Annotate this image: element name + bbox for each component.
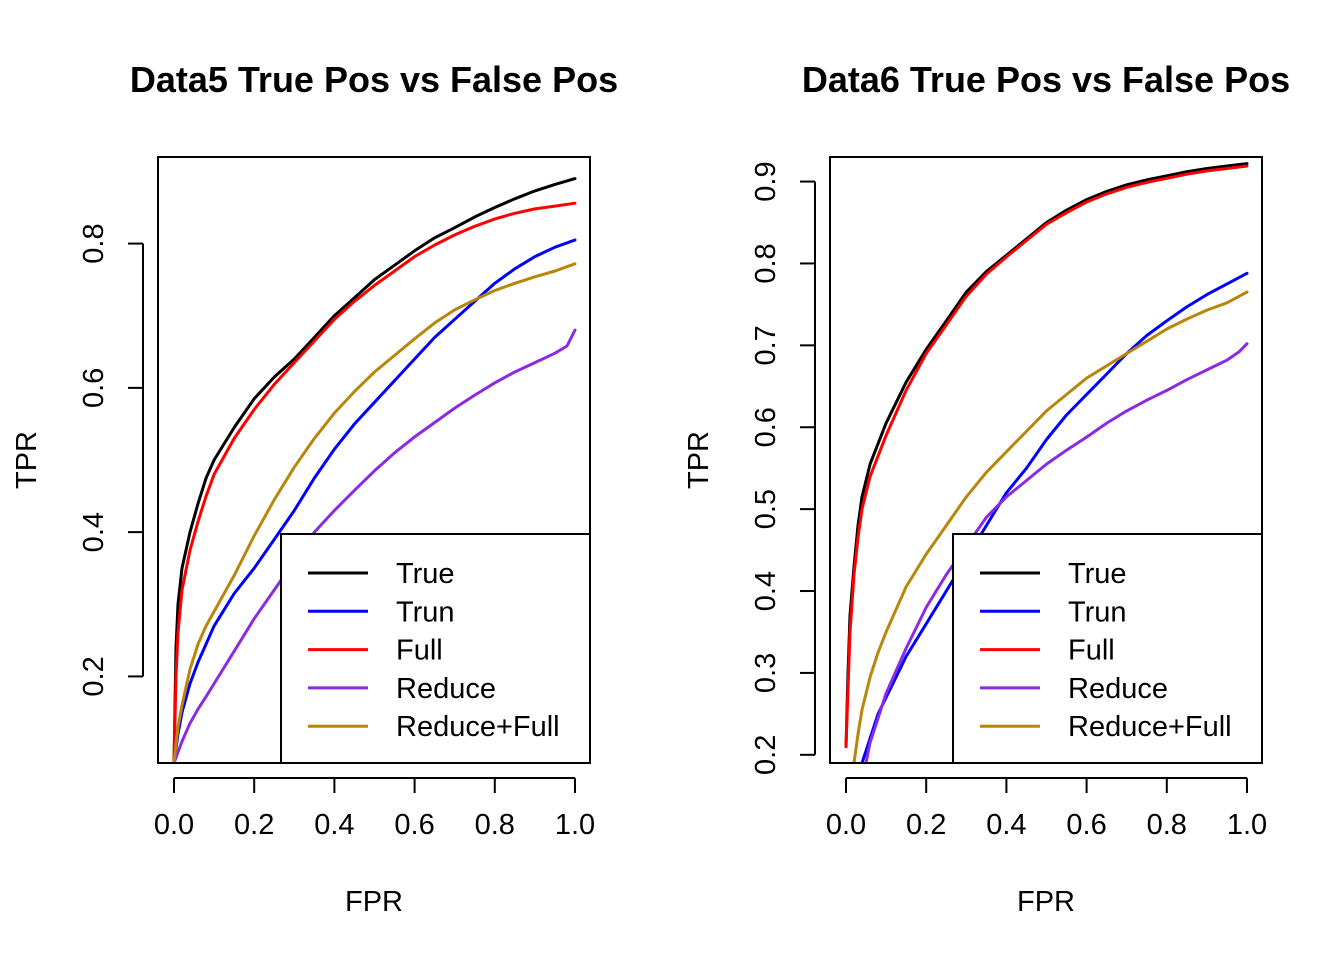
series-line-reduce [864,342,1249,763]
legend-label-full: Full [1068,635,1115,667]
x-axis-label: FPR [345,886,403,918]
x-tick-label: 0.6 [394,809,434,841]
y-tick-label: 0.3 [750,653,782,693]
series-lines [844,162,1249,763]
x-axis: 0.0 0.2 0.4 0.6 0.8 1.0 [826,777,1267,841]
y-tick-label: 0.2 [78,656,110,696]
legend-label-true: True [396,558,455,590]
legend-label-trun: Trun [1068,596,1127,628]
x-tick-label: 1.0 [1227,809,1267,841]
legend-label-reduce-plus-full: Reduce+Full [396,711,560,743]
series-line-trun [860,271,1249,763]
y-tick-label: 0.8 [750,243,782,283]
x-tick-label: 0.2 [234,809,274,841]
chart-panel-data6: Data6 True Pos vs False Pos True Trun Full R… [683,59,1290,918]
y-axis: 0.2 0.4 0.6 0.8 [78,223,144,697]
y-tick-label: 0.5 [750,489,782,529]
series-lines [172,177,577,763]
y-tick-label: 0.7 [750,325,782,365]
plot-frame [157,156,591,764]
y-tick-label: 0.6 [78,368,110,408]
series-line-full [844,164,1249,749]
y-axis-label: TPR [683,431,715,489]
legend-label-trun: Trun [396,596,455,628]
y-tick-label: 0.8 [78,223,110,263]
x-axis-label: FPR [1017,886,1075,918]
x-tick-label: 0.0 [154,809,194,841]
x-axis: 0.0 0.2 0.4 0.6 0.8 1.0 [154,777,595,841]
plot-frame [829,156,1263,764]
y-axis: 0.2 0.3 0.4 0.5 0.6 0.7 0.8 0.9 [750,161,816,775]
x-tick-label: 0.2 [906,809,946,841]
x-tick-label: 0.8 [1147,809,1187,841]
legend-label-reduce: Reduce [396,673,496,705]
legend: True Trun Full Reduce Reduce+Full [952,533,1263,764]
legend-label-full: Full [396,635,443,667]
series-line-reduce-plus-full [852,290,1249,763]
x-tick-label: 1.0 [555,809,595,841]
x-tick-label: 0.4 [986,809,1026,841]
series-line-true [844,162,1249,749]
y-tick-label: 0.9 [750,161,782,201]
legend-label-reduce-plus-full: Reduce+Full [1068,711,1232,743]
series-line-trun [172,238,577,763]
x-tick-label: 0.0 [826,809,866,841]
series-line-true [172,177,577,763]
y-tick-label: 0.4 [750,571,782,611]
legend-label-reduce: Reduce [1068,673,1168,705]
y-tick-label: 0.4 [78,512,110,552]
y-axis-label: TPR [11,431,43,489]
series-line-full [172,201,577,763]
y-tick-label: 0.2 [750,735,782,775]
chart-panel-data5: Data5 True Pos vs False Pos True Trun Full R… [11,59,618,918]
x-tick-label: 0.4 [314,809,354,841]
y-tick-label: 0.6 [750,407,782,447]
chart-title: Data6 True Pos vs False Pos [802,59,1290,100]
x-tick-label: 0.8 [475,809,515,841]
chart-title: Data5 True Pos vs False Pos [130,59,618,100]
x-tick-label: 0.6 [1066,809,1106,841]
legend-label-true: True [1068,558,1127,590]
series-line-reduce-plus-full [172,262,577,763]
series-line-reduce [172,328,577,763]
legend: True Trun Full Reduce Reduce+Full [280,533,591,764]
